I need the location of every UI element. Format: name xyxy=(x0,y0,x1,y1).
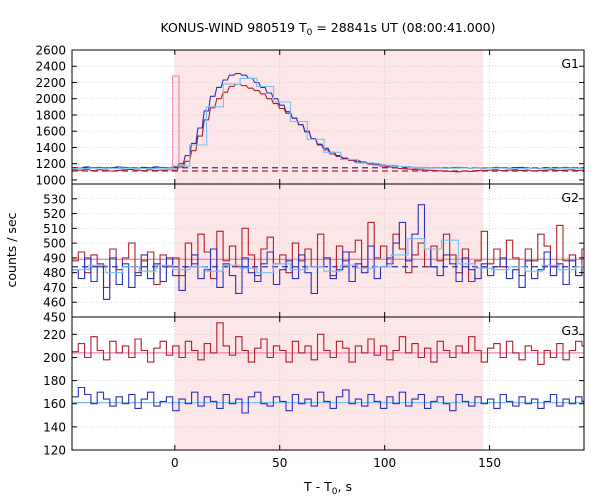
panels: 100012001400160018002000220024002600G145… xyxy=(35,44,585,470)
y-tick-label: 530 xyxy=(43,192,66,206)
panel-name: G1 xyxy=(561,56,579,71)
panel-g3: 120 140 160 180 200 220 G3 xyxy=(43,316,585,458)
y-tick-label: 460 xyxy=(43,296,66,310)
y-tick-label: 2600 xyxy=(35,44,66,58)
series-light_blue xyxy=(72,238,584,274)
y-tick-label: 2200 xyxy=(35,76,66,90)
series-light_blue xyxy=(72,77,584,170)
y-tick-label: 140 xyxy=(43,420,66,434)
shaded-interval xyxy=(174,50,484,184)
shaded-interval xyxy=(174,184,484,317)
y-tick-label: 1600 xyxy=(35,125,66,139)
panel-data xyxy=(72,204,584,300)
panel-data xyxy=(72,73,584,173)
chart-title: KONUS-WIND 980519 T0 = 28841s UT (08:00:… xyxy=(160,20,495,38)
y-tick-label: 500 xyxy=(43,237,66,251)
y-tick-label: 490 xyxy=(43,251,66,265)
y-tick-label: 510 xyxy=(43,222,66,236)
y-tick-label: 120 xyxy=(43,444,66,458)
y-tick-label: 180 xyxy=(43,374,66,388)
y-tick-label: 1200 xyxy=(35,157,66,171)
panel-data xyxy=(72,322,584,414)
y-tick-label: 200 xyxy=(43,351,66,365)
y-tick-label: 2000 xyxy=(35,92,66,106)
x-tick-label: 150 xyxy=(478,456,501,470)
x-tick-label: 100 xyxy=(373,456,396,470)
y-tick-label: 1000 xyxy=(35,173,66,187)
y-tick-label: 480 xyxy=(43,266,66,280)
x-axis-title: T - T0, s xyxy=(303,479,352,497)
y-tick-label: 1400 xyxy=(35,141,66,155)
y-tick-label: 160 xyxy=(43,397,66,411)
panel-g1: 1000 1200 1400 1600 1800 2000 2200 2400 2600 G1 xyxy=(35,44,585,187)
series-pink_line xyxy=(166,75,186,170)
x-tick-label: 50 xyxy=(272,456,287,470)
panel-name: G2 xyxy=(561,190,579,205)
y-tick-label: 450 xyxy=(43,311,66,325)
y-tick-label: 1800 xyxy=(35,108,66,122)
y-tick-label: 220 xyxy=(43,328,66,342)
y-axis-title: counts / sec xyxy=(4,212,19,287)
y-tick-label: 520 xyxy=(43,207,66,221)
series-red xyxy=(72,322,584,365)
y-tick-label: 470 xyxy=(43,281,66,295)
shaded-interval xyxy=(174,317,484,450)
panel-frame xyxy=(71,316,585,451)
series-blue xyxy=(72,386,584,414)
panel-name: G3 xyxy=(561,323,579,338)
x-tick-label: 0 xyxy=(171,456,179,470)
series-blue xyxy=(72,204,584,300)
y-tick-label: 2400 xyxy=(35,60,66,74)
